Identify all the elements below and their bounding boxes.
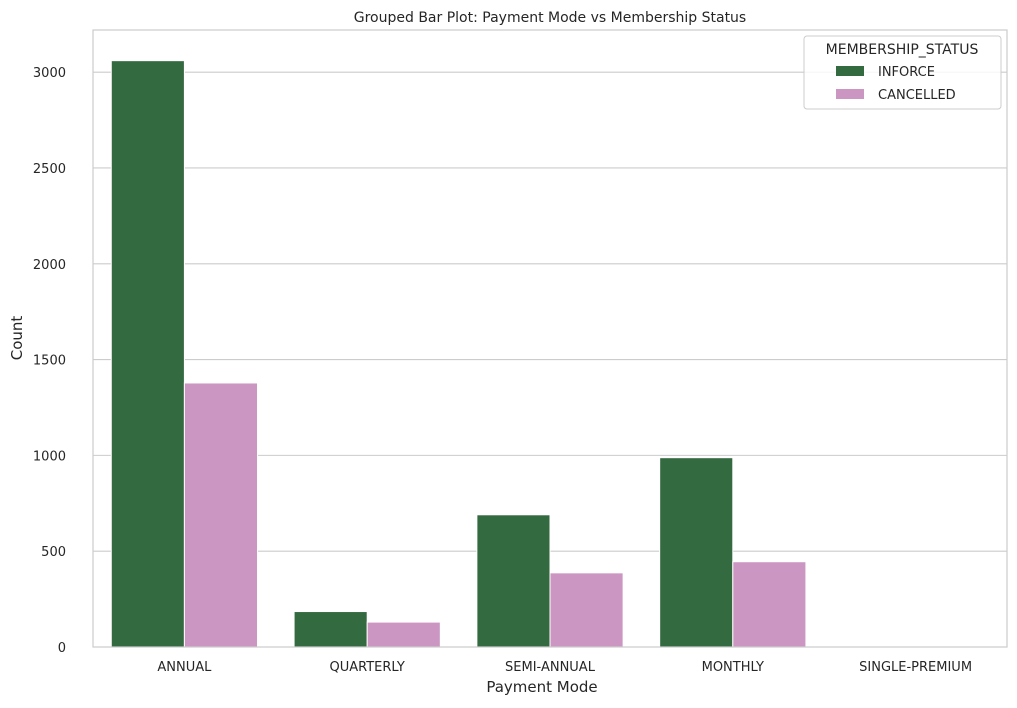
y-tick-label: 1000 [33,449,66,464]
bar-cancelled-annual [183,382,259,648]
chart-title: Grouped Bar Plot: Payment Mode vs Member… [354,10,746,26]
bar-inforce-quarterly [293,611,368,648]
bars-layer [110,60,807,648]
x-tick-label: SINGLE-PREMIUM [859,660,972,675]
y-tick-labels: 0 500 1000 1500 2000 2500 3000 [33,66,66,656]
x-axis-label: Payment Mode [486,678,597,696]
y-tick-label: 3000 [33,66,66,81]
bar-inforce-semi-annual [476,514,551,648]
x-tick-label: ANNUAL [157,660,212,675]
y-axis-label: Count [8,316,26,361]
bar-cancelled-semi-annual [549,572,624,648]
bar-inforce-annual [110,60,185,648]
legend-title: MEMBERSHIP_STATUS [826,42,979,58]
y-tick-label: 2000 [33,258,66,273]
legend-label-inforce: INFORCE [878,65,935,80]
x-tick-labels: ANNUAL QUARTERLY SEMI-ANNUAL MONTHLY SINGLE-… [157,660,972,675]
legend-label-cancelled: CANCELLED [878,88,956,103]
legend-swatch-cancelled [836,89,864,99]
y-tick-label: 1500 [33,354,66,369]
x-tick-label: MONTHLY [702,660,764,675]
bar-cancelled-monthly [732,561,807,648]
y-tick-label: 2500 [33,162,66,177]
x-tick-label: QUARTERLY [330,660,405,675]
y-tick-label: 500 [41,545,66,560]
legend: MEMBERSHIP_STATUS INFORCE CANCELLED [803,35,1002,110]
plot-frame [92,29,1008,648]
x-tick-label: SEMI-ANNUAL [505,660,596,675]
bar-inforce-monthly [659,457,734,648]
legend-swatch-inforce [836,66,864,76]
bar-cancelled-quarterly [366,621,441,648]
y-tick-label: 0 [58,641,66,656]
